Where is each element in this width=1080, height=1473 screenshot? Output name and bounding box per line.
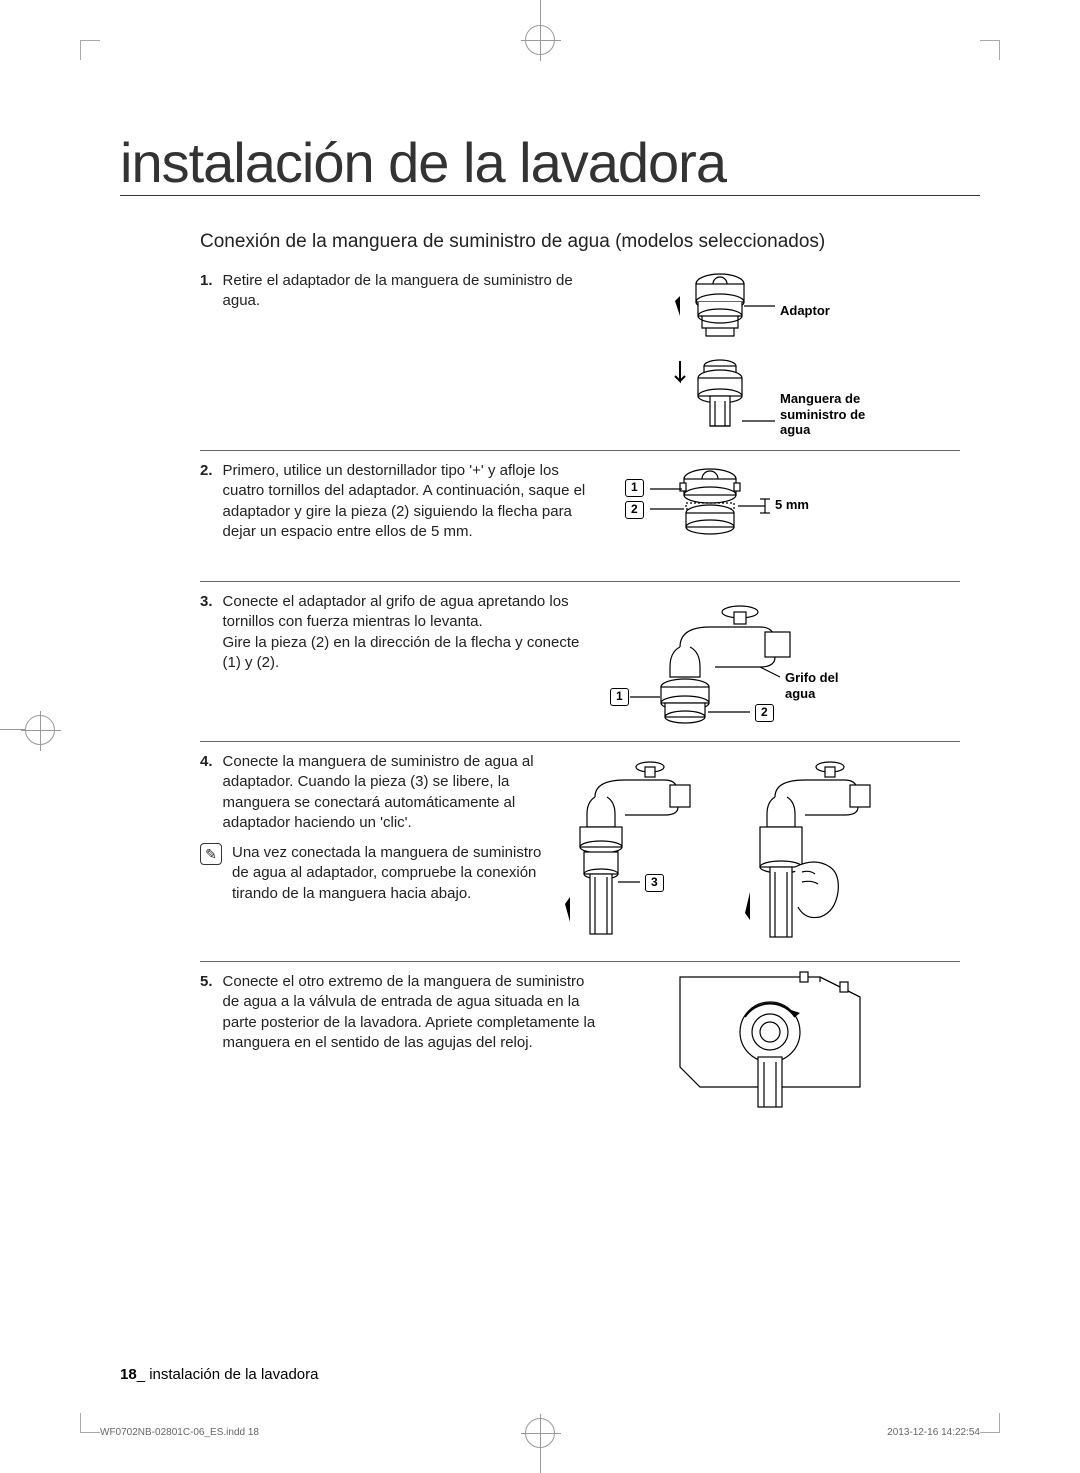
page-number: 18 bbox=[120, 1366, 137, 1383]
step-text: Conecte el adaptador al grifo de agua ap… bbox=[223, 592, 600, 721]
step-2-diagram: 1 2 5 mm bbox=[600, 461, 960, 561]
step-1-diagram: Adaptor Manguera de suministro de agua bbox=[600, 271, 960, 430]
step-number: 4. bbox=[200, 752, 213, 833]
note-row: ✎ Una vez conectada la manguera de sumin… bbox=[200, 843, 550, 904]
section-subtitle: Conexión de la manguera de suministro de… bbox=[200, 231, 960, 253]
step-number: 5. bbox=[200, 972, 213, 1092]
inlet-valve-diagram-icon bbox=[660, 967, 880, 1117]
step-number: 2. bbox=[200, 461, 213, 561]
hose-pull-diagram-icon bbox=[720, 752, 900, 962]
note-text: Una vez conectada la manguera de suminis… bbox=[232, 843, 550, 904]
step-text: Retire el adaptador de la manguera de su… bbox=[223, 271, 600, 430]
adaptor-label: Adaptor bbox=[780, 303, 830, 319]
step-5-diagram bbox=[600, 972, 960, 1092]
footer-section: instalación de la lavadora bbox=[149, 1366, 318, 1383]
callout-1: 1 bbox=[610, 688, 629, 706]
callout-2: 2 bbox=[625, 501, 644, 519]
step-4-diagram: 3 bbox=[550, 752, 960, 941]
step-number: 1. bbox=[200, 271, 213, 430]
hose-connect-diagram-icon bbox=[540, 752, 720, 962]
page-footer: 18_ instalación de la lavadora bbox=[120, 1366, 318, 1383]
note-icon: ✎ bbox=[200, 843, 222, 865]
hose-label: Manguera de suministro de agua bbox=[780, 391, 890, 438]
page-title: instalación de la lavadora bbox=[120, 130, 980, 196]
step-text: Primero, utilice un destornillador tipo … bbox=[223, 461, 600, 561]
step-3: 3. Conecte el adaptador al grifo de agua… bbox=[200, 582, 960, 742]
print-file-info: WF0702NB-02801C-06_ES.indd 18 bbox=[100, 1427, 259, 1438]
step-text: Conecte la manguera de suministro de agu… bbox=[223, 752, 550, 833]
callout-1: 1 bbox=[625, 479, 644, 497]
step-1: 1. Retire el adaptador de la manguera de… bbox=[200, 261, 960, 451]
page-content: instalación de la lavadora Conexión de l… bbox=[100, 40, 980, 1112]
step-3-diagram: 1 2 Grifo del agua bbox=[600, 592, 960, 721]
step-number: 3. bbox=[200, 592, 213, 721]
step-5: 5. Conecte el otro extremo de la manguer… bbox=[200, 962, 960, 1112]
gap-label: 5 mm bbox=[775, 497, 809, 513]
tap-adaptor-diagram-icon bbox=[610, 592, 830, 742]
callout-2: 2 bbox=[755, 704, 774, 722]
step-2: 2. Primero, utilice un destornillador ti… bbox=[200, 451, 960, 582]
tap-label: Grifo del agua bbox=[785, 670, 855, 701]
callout-3: 3 bbox=[645, 874, 664, 892]
step-4: 4. Conecte la manguera de suministro de … bbox=[200, 742, 960, 962]
adaptor-gap-diagram-icon bbox=[630, 461, 790, 541]
print-timestamp: 2013-12-16 14:22:54 bbox=[887, 1427, 980, 1438]
step-text: Conecte el otro extremo de la manguera d… bbox=[223, 972, 600, 1092]
